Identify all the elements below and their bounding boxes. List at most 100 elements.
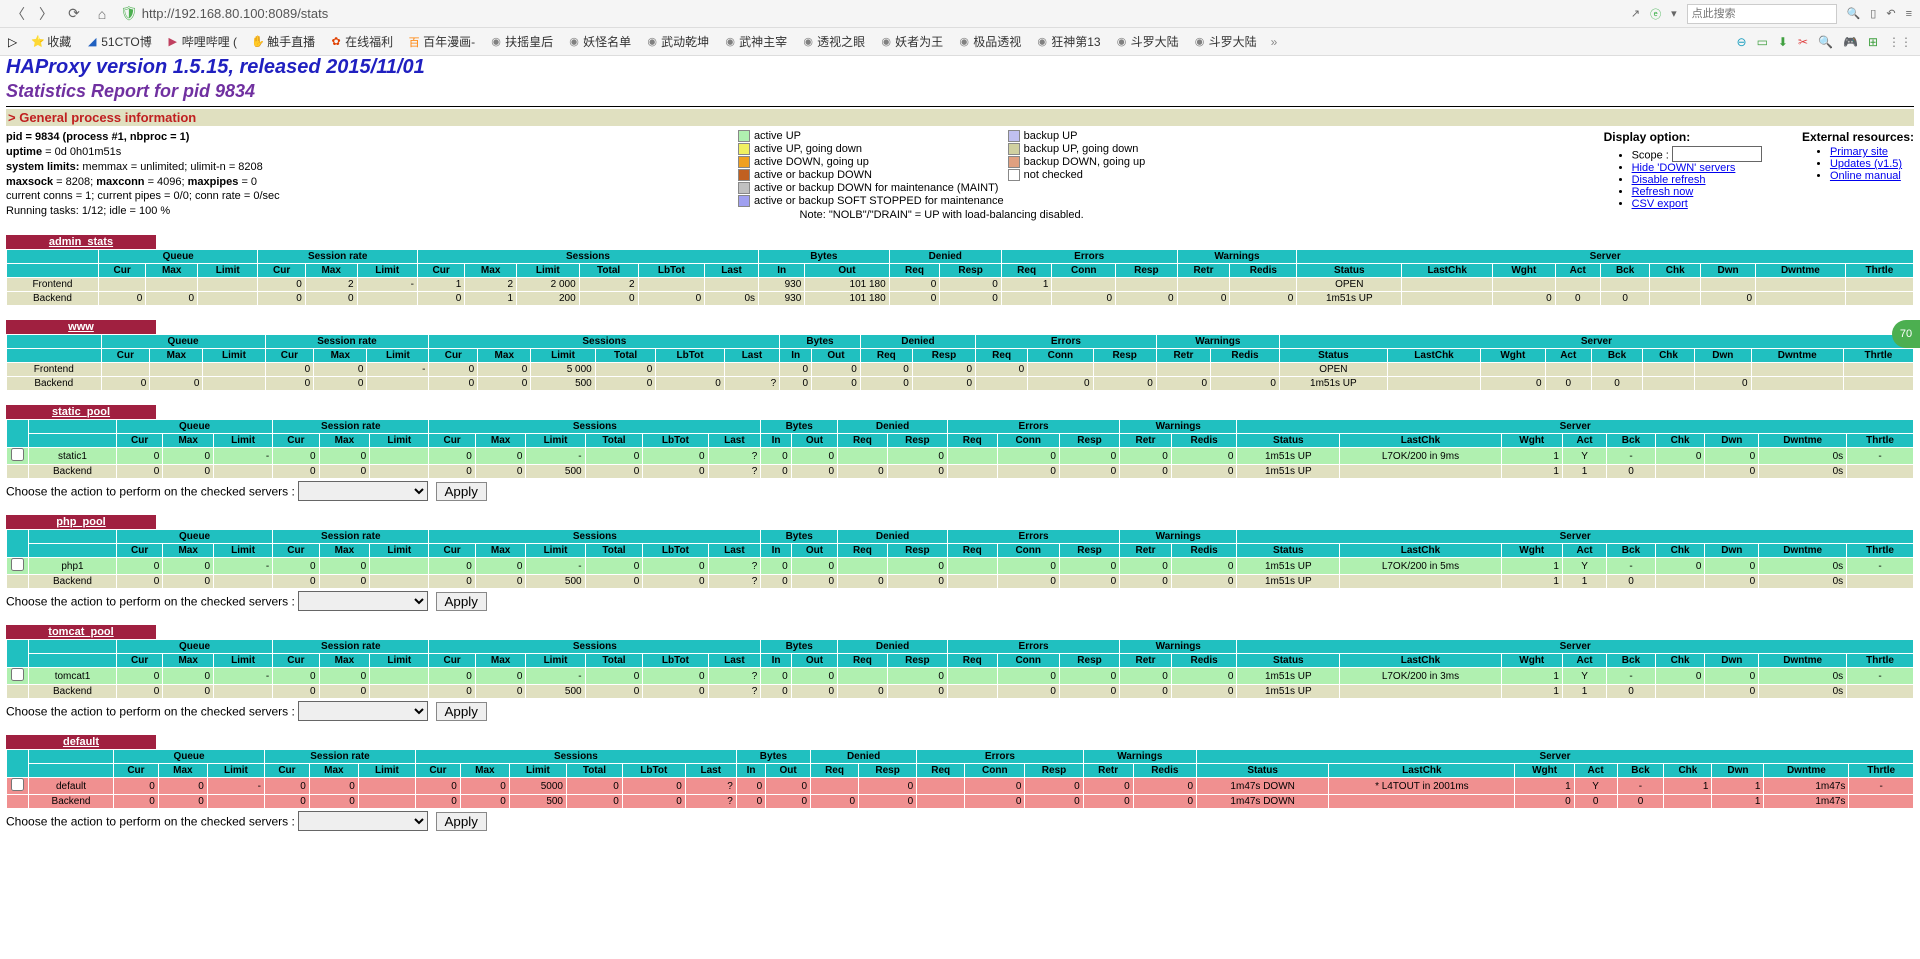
cell <box>705 278 759 292</box>
bookmark-item[interactable]: ◉武动乾坤 <box>645 33 709 50</box>
cell <box>947 465 997 479</box>
search-input[interactable] <box>1687 4 1837 24</box>
cell <box>1655 575 1705 589</box>
bookmark-icon: ◉ <box>957 35 971 49</box>
home-button[interactable]: ⌂ <box>92 4 112 24</box>
row-checkbox[interactable] <box>11 448 24 461</box>
th-sub: Total <box>567 764 623 778</box>
cell: Backend <box>7 377 102 391</box>
bookmark-item[interactable]: ◉狂神第13 <box>1035 33 1100 50</box>
cell: 0 <box>887 465 947 479</box>
bookmark-item[interactable]: ◉极品透视 <box>957 33 1021 50</box>
panel-icon[interactable]: ▯ <box>1870 7 1876 20</box>
proxy-name-link[interactable]: www <box>68 321 94 333</box>
back-button[interactable]: 〈 <box>8 4 28 24</box>
action-select[interactable] <box>298 481 428 501</box>
toolbar-icon-1[interactable]: ⊖ <box>1737 35 1747 49</box>
cell: 0 <box>1701 292 1756 306</box>
toolbar-icon-2[interactable]: ▭ <box>1757 35 1768 49</box>
bookmark-item[interactable]: ◉扶摇皇后 <box>489 33 553 50</box>
legend-label: active or backup DOWN for maintenance (M… <box>754 182 999 194</box>
forward-button[interactable]: 〉 <box>36 4 56 24</box>
th-sub: Act <box>1562 434 1606 448</box>
cell: 0 <box>791 685 837 699</box>
search-icon[interactable]: 🔍 <box>1847 7 1861 20</box>
cell: 0 <box>1120 575 1172 589</box>
th-sub: Dwn <box>1705 434 1759 448</box>
th-sub: Retr <box>1120 654 1172 668</box>
row-checkbox[interactable] <box>11 778 24 791</box>
proxy-name-link[interactable]: default <box>63 736 99 748</box>
row-checkbox[interactable] <box>11 558 24 571</box>
toolbar-icon-5[interactable]: 🔍 <box>1818 35 1833 49</box>
online-manual-link[interactable]: Online manual <box>1830 170 1901 182</box>
bookmark-item[interactable]: ◉妖者为王 <box>879 33 943 50</box>
th-group: Errors <box>947 640 1119 654</box>
bookmark-item[interactable]: ◉妖怪名单 <box>567 33 631 50</box>
bookmark-item[interactable]: ⭐收藏 <box>31 33 71 50</box>
side-badge[interactable]: 70 <box>1892 320 1920 348</box>
proxy-name-link[interactable]: tomcat_pool <box>48 626 113 638</box>
cell <box>838 558 888 575</box>
bookmark-item[interactable]: ◉斗罗大陆 <box>1115 33 1179 50</box>
scope-input[interactable] <box>1672 146 1762 162</box>
action-select[interactable] <box>298 701 428 721</box>
bookmarks-expand-icon[interactable]: ▷ <box>8 35 17 49</box>
bookmark-icon: ◉ <box>489 35 503 49</box>
bookmark-item[interactable]: ◉武神主宰 <box>723 33 787 50</box>
cell: 930 <box>759 292 805 306</box>
toolbar-icon-4[interactable]: ✂ <box>1798 35 1808 49</box>
apply-button[interactable]: Apply <box>436 482 487 501</box>
cell: ? <box>708 575 761 589</box>
cell <box>1751 377 1843 391</box>
browser-e-icon[interactable]: ⓔ <box>1650 6 1661 22</box>
menu-icon[interactable]: ≡ <box>1906 8 1912 20</box>
th-group: Session rate <box>273 530 429 544</box>
bookmark-item[interactable]: 百百年漫画- <box>407 33 475 50</box>
th-sub: Wght <box>1493 264 1556 278</box>
bookmark-item[interactable]: ◢51CTO博 <box>85 33 151 50</box>
cell: 0 <box>585 465 643 479</box>
th-sub: Status <box>1197 764 1329 778</box>
row-checkbox[interactable] <box>11 668 24 681</box>
cell: 0 <box>1592 377 1643 391</box>
proxy-name-link[interactable]: php_pool <box>56 516 106 528</box>
cell <box>1052 278 1116 292</box>
csv-export-link[interactable]: CSV export <box>1632 198 1688 210</box>
apply-button[interactable]: Apply <box>436 812 487 831</box>
bookmark-item[interactable]: ◉透视之眼 <box>801 33 865 50</box>
bookmark-item[interactable]: ✋触手直播 <box>251 33 315 50</box>
action-select[interactable] <box>298 811 428 831</box>
hide-down-link[interactable]: Hide 'DOWN' servers <box>1632 162 1736 174</box>
bookmark-item[interactable]: ▶哔哩哔哩 ( <box>166 33 237 50</box>
updates-link[interactable]: Updates (v1.5) <box>1830 158 1902 170</box>
toolbar-icon-3[interactable]: ⬇ <box>1778 35 1788 49</box>
reload-button[interactable]: ⟳ <box>64 4 84 24</box>
cell <box>1847 465 1914 479</box>
legend-item: not checked <box>1008 169 1146 181</box>
proxy-name-link[interactable]: admin_stats <box>49 236 113 248</box>
toolbar-icon-7[interactable]: ⊞ <box>1868 35 1878 49</box>
action-select[interactable] <box>298 591 428 611</box>
cell: 500 <box>526 575 585 589</box>
bookmark-item[interactable]: ◉斗罗大陆 <box>1193 33 1257 50</box>
undo-icon[interactable]: ↶ <box>1886 7 1895 20</box>
refresh-now-link[interactable]: Refresh now <box>1632 186 1694 198</box>
cell: Y <box>1562 558 1606 575</box>
dropdown-icon[interactable]: ▾ <box>1671 7 1677 20</box>
cell: 0 <box>265 778 310 795</box>
proxy-name-link[interactable]: static_pool <box>52 406 110 418</box>
primary-site-link[interactable]: Primary site <box>1830 146 1888 158</box>
th-sub: Chk <box>1642 349 1694 363</box>
disable-refresh-link[interactable]: Disable refresh <box>1632 174 1706 186</box>
share-icon[interactable]: ↗ <box>1631 7 1640 20</box>
toolbar-icon-8[interactable]: ⋮⋮ <box>1888 35 1912 49</box>
apply-button[interactable]: Apply <box>436 592 487 611</box>
bookmark-item[interactable]: ✿在线福利 <box>329 33 393 50</box>
cell: 0 <box>460 795 509 809</box>
bookmarks-more-icon[interactable]: » <box>1271 35 1278 49</box>
cell: 0 <box>887 575 947 589</box>
apply-button[interactable]: Apply <box>436 702 487 721</box>
toolbar-icon-6[interactable]: 🎮 <box>1843 35 1858 49</box>
url-bar[interactable]: 🛡 http://192.168.80.100:8089/stats <box>120 5 1623 22</box>
